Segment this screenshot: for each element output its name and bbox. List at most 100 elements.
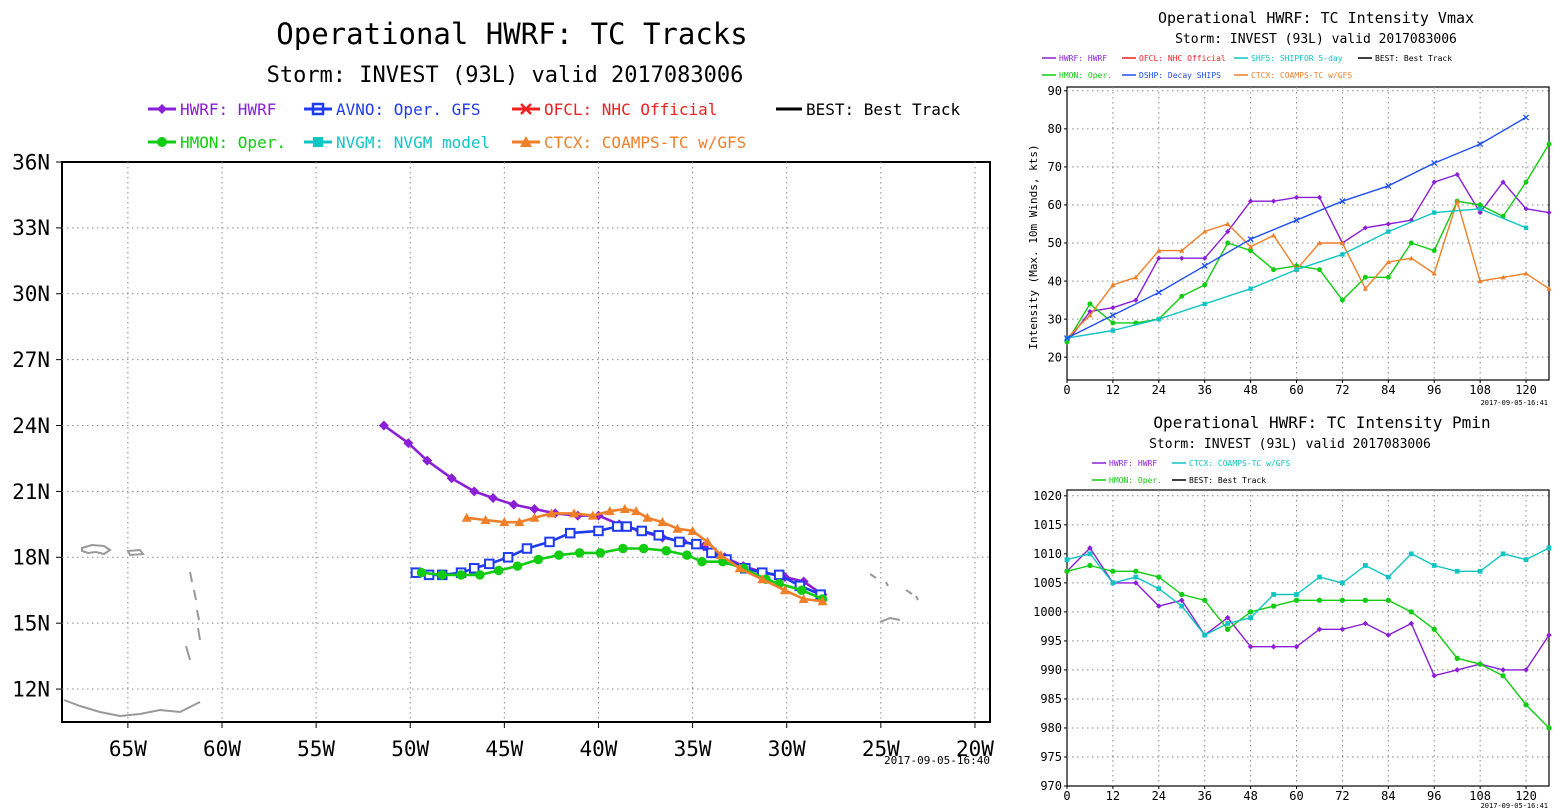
pmin-point-hwrf [1523,667,1529,673]
tracks-point-ctcx [587,510,598,520]
pmin-point-hmon [1270,603,1277,609]
tracks-point-hmon [595,548,606,558]
vmax-point-ctcx [1546,286,1552,291]
pmin-point-ctcx_cyan [1385,574,1391,580]
pmin-point-hmon [1156,574,1162,580]
vmax-point-hmon [1202,282,1208,288]
vmax-title: Operational HWRF: TC Intensity Vmax [1158,9,1474,27]
tracks-point-hwrf [378,420,389,431]
tracks-point-hwrf [469,486,480,497]
tracks-tick-label-y: 21N [12,480,50,504]
pmin-plot-area: 0 12 24 36 48 60 72 84 96 108 120 970 975 980 985 990 99… [1033,489,1552,803]
vmax-tick-label-x: 36 [1197,383,1211,397]
vmax-point-shf5 [1156,316,1162,322]
pmin-tick-label-y: 970 [1040,779,1062,793]
pmin-point-hmon [1064,568,1070,574]
tracks-point-ctcx [715,550,726,560]
vmax-point-hwrf [1179,255,1185,261]
tracks-point-avno [674,536,685,548]
pmin-point-hmon [1087,562,1093,569]
vmax-tick-label-x: 48 [1243,383,1257,397]
vmax-point-hmon [1431,248,1437,254]
pmin-point-hmon [1133,568,1139,574]
vmax-legend-shf5: SHF5: SHIPFOR 5-day [1251,54,1343,63]
pmin-point-hmon [1316,597,1323,603]
vmax-point-ctcx [1454,198,1460,204]
vmax-tick-label-y: 70 [1048,160,1062,174]
vmax-point-dshp [1109,312,1116,319]
vmax-point-dshp [1339,198,1346,205]
tracks-point-ctcx [619,503,630,513]
legend-marker-hwrf [157,104,167,114]
tracks-point-hmon [437,570,447,580]
pmin-tick-label-y: 975 [1040,750,1062,764]
vmax-point-hwrf [1248,198,1254,204]
vmax-point-ctcx [1179,248,1185,253]
tracks-point-ctcx [529,512,540,522]
pmin-point-hwrf [1362,620,1369,627]
legend-label-best: BEST: Best Track [806,100,960,119]
pmin-point-ctcx_cyan [1363,563,1368,568]
pmin-tick-label-x: 12 [1106,789,1120,803]
pmin-point-hmon [1500,673,1506,679]
vmax-series-line-hwrf [1066,173,1550,343]
pmin-point-ctcx_cyan [1523,557,1529,563]
legend-marker-ctcx [520,136,532,147]
tracks-tick-label-y: 18N [12,546,50,570]
tracks-series-line-ctcx [466,507,823,603]
vmax-point-hwrf [1133,297,1139,303]
vmax-point-dshp [1385,182,1392,189]
vmax-tick-label-x: 120 [1515,383,1537,397]
pmin-tick-label-x: 108 [1469,789,1491,803]
coastline-south-america [63,699,201,718]
tracks-point-ctcx [687,525,698,535]
pmin-tick-label-y: 985 [1040,692,1062,706]
vmax-point-ctcx [1202,228,1208,234]
legend-label-hmon: HMON: Oper. [180,133,286,152]
vmax-point-hmon [1317,267,1322,273]
tracks-plot-area: 65W 60W 55W 50W 45W 40W 35W 30W 25W 20W 12N 15N 18N 2… [12,150,994,761]
vmax-point-ctcx [1477,278,1483,284]
vmax-legend-hwrf: HWRF: HWRF [1059,54,1107,63]
tracks-tick-label-x: 45W [485,737,523,761]
legend-marker-hmon [157,137,167,147]
tracks-point-hmon [574,548,585,558]
tracks-point-avno [468,563,480,574]
pmin-tick-label-x: 60 [1289,789,1303,803]
vmax-point-hwrf [1293,194,1300,200]
tracks-point-ctcx [514,517,525,527]
pmin-series-line-ctcx_cyan [1066,547,1550,636]
tracks-tick-label-y: 15N [12,612,50,636]
tracks-tick-label-x: 25W [862,737,900,761]
vmax-point-shf5 [1477,206,1483,211]
pmin-point-ctcx_cyan [1294,592,1299,597]
tracks-point-avno [612,521,623,532]
vmax-point-hwrf [1385,221,1391,227]
vmax-point-ctcx [1362,286,1368,291]
vmax-point-dshp [1155,289,1162,296]
pmin-tick-label-y: 1020 [1033,489,1062,503]
vmax-point-shf5 [1340,252,1345,257]
tracks-tick-label-y: 27N [12,348,50,372]
legend-label-hwrf: HWRF: HWRF [180,100,276,119]
vmax-point-ctcx [1156,248,1162,253]
vmax-point-hwrf [1362,225,1368,231]
pmin-point-hwrf [1293,643,1300,650]
legend-label-nvgm: NVGM: NVGM model [336,133,490,152]
tracks-panel: Operational HWRF: TC Tracks Storm: INVES… [12,17,994,767]
pmin-tick-label-x: 84 [1381,789,1395,803]
vmax-point-shf5 [1110,328,1116,333]
pmin-tick-label-y: 1015 [1033,518,1062,532]
tracks-point-avno [636,525,648,537]
vmax-tick-label-y: 40 [1048,274,1062,288]
tracks-point-hmon [554,550,564,560]
pmin-point-hmon [1546,725,1552,731]
pmin-legend: HWRF: HWRF CTCX: COAMPS-TC w/GFS HMON: O… [1092,459,1290,485]
tracks-point-avno [484,558,495,570]
vmax-point-hwrf [1523,206,1529,212]
vmax-point-hwrf [1202,255,1208,261]
vmax-point-hmon [1523,179,1529,185]
vmax-point-ctcx [1133,274,1139,280]
vmax-point-hwrf [1316,194,1323,200]
pmin-point-hmon [1523,702,1529,708]
